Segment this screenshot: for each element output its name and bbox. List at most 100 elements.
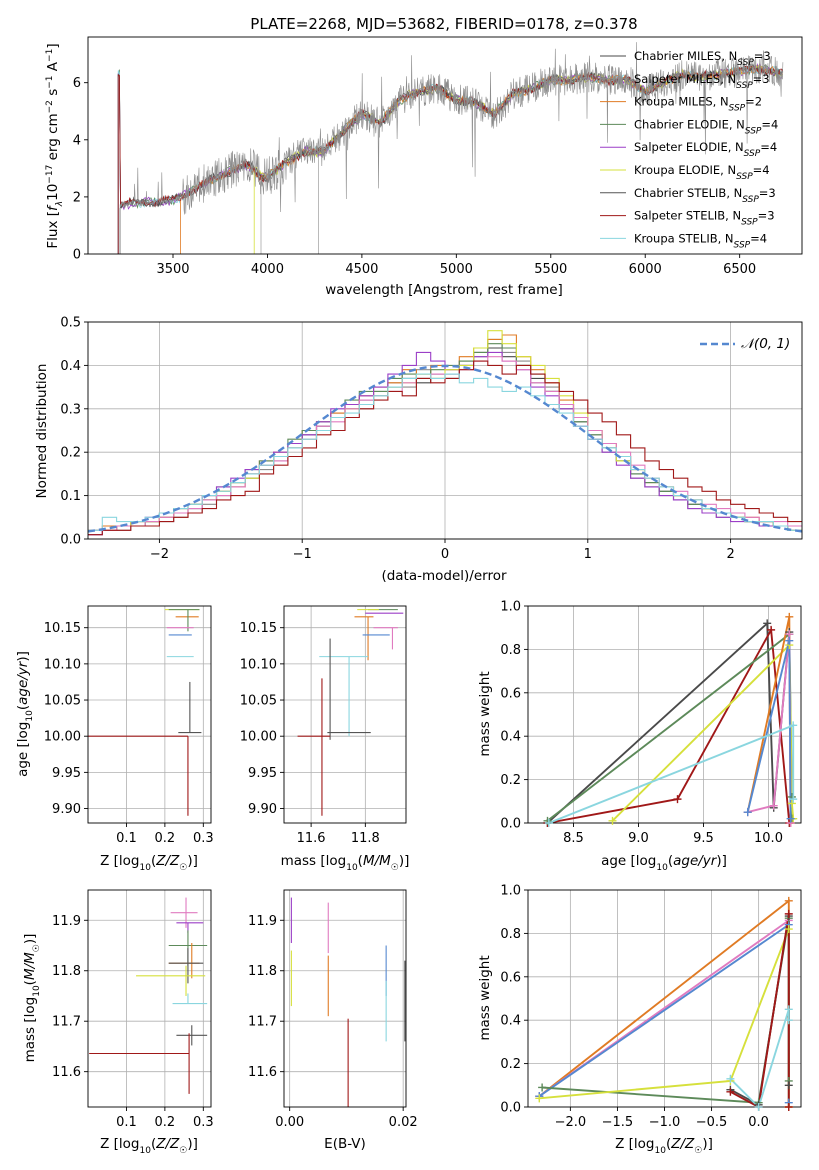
label-part: ☉ xyxy=(179,863,187,873)
frame-massweight_vs_age: 8.5 9.0 9.5 10.0 0.0 0.2 0.4 0.6 0.8 1.0 age [log1… xyxy=(477,600,802,873)
y-tick-label: 0.4 xyxy=(500,730,521,745)
plus-marker xyxy=(785,636,794,645)
label-part: Z/Z xyxy=(670,1136,695,1152)
axes-mass_vs_ebv: 0.00 0.02 11.6 11.7 11.8 11.9 E(B-V) xyxy=(248,889,418,1152)
frame-spectrum: 3500 4000 4500 5000 5500 6000 6500 0 2 4 6 Chabrier… xyxy=(45,36,803,298)
legend-entry: Chabrier MILES, NSSP=3 xyxy=(634,49,771,68)
label-part: 10 xyxy=(32,985,42,997)
label-part: Salpeter STELIB, N xyxy=(634,209,741,223)
y-tick-label: 0.4 xyxy=(60,359,81,374)
observed-spectrum-line xyxy=(119,42,784,254)
legend-entry: Salpeter ELODIE, NSSP=4 xyxy=(634,140,777,159)
label-part: =4 xyxy=(760,140,777,154)
legend-entry: Kroupa MILES, NSSP=2 xyxy=(634,95,762,114)
mass-weight-line xyxy=(538,922,790,1103)
label-part: 10 xyxy=(45,184,61,201)
y-tick-label: 0.2 xyxy=(500,1057,521,1072)
plus-marker xyxy=(538,1083,547,1092)
x-tick-label: 9.5 xyxy=(693,831,714,846)
y-tick-label: 0.0 xyxy=(60,533,81,548)
label-part: −17 xyxy=(45,165,55,184)
y-tick-label: 11.6 xyxy=(52,1065,81,1080)
label-part: Chabrier MILES, N xyxy=(634,49,737,63)
label-part: Kroupa MILES, N xyxy=(634,95,729,109)
x-tick-label: 0.02 xyxy=(389,1115,418,1130)
axes-frame xyxy=(87,36,803,255)
plus-marker xyxy=(544,819,553,827)
label-part: 10 xyxy=(25,710,35,722)
axes-age_vs_Z: 0.1 0.2 0.3 9.90 9.95 10.00 10.05 10.10 10.15 Z [… xyxy=(15,605,214,873)
y-tick-label: 0.8 xyxy=(500,927,521,942)
label-part: 10 xyxy=(139,863,151,873)
x-tick-label: −1.0 xyxy=(649,1115,681,1130)
x-tick-label: 0.0 xyxy=(748,1115,769,1130)
plot-area-mass_vs_ebv xyxy=(290,897,406,1107)
gaussian-curve xyxy=(88,364,802,533)
x-tick-label: 8.5 xyxy=(563,831,584,846)
x-axis-label: (data-model)/error xyxy=(381,568,507,584)
x-tick-label: 11.8 xyxy=(351,831,380,846)
frame-mass_vs_ebv: 0.00 0.02 11.6 11.7 11.8 11.9 E(B-V) xyxy=(248,889,418,1152)
label-part: =3 xyxy=(754,49,771,63)
y-tick-label: 11.8 xyxy=(52,964,81,979)
label-part: 10 xyxy=(654,1146,666,1156)
plot-area-residuals xyxy=(88,330,802,536)
label-part: =2 xyxy=(745,95,762,109)
axes-mass_vs_Z: 0.1 0.2 0.311.611.711.811.9Z [log10(Z/Z☉)]… xyxy=(22,889,214,1156)
y-tick-label: 0.6 xyxy=(500,686,521,701)
label-part: ( xyxy=(151,853,156,869)
y-tick-label: 1.0 xyxy=(500,600,521,615)
y-tick-label: 9.95 xyxy=(52,766,81,781)
y-tick-label: 6 xyxy=(73,76,81,91)
plus-marker xyxy=(785,612,794,621)
histogram-series xyxy=(88,373,802,531)
y-axis-label: Flux [fλ10−17 erg cm−2 s−1 A−1] xyxy=(45,43,65,248)
label-part: Z [log xyxy=(100,1136,139,1152)
x-tick-label: 9.0 xyxy=(628,831,649,846)
legend-entry: Chabrier STELIB, NSSP=3 xyxy=(634,186,776,205)
plus-marker xyxy=(784,909,793,918)
axes-frame xyxy=(283,605,407,824)
label-part: SSP xyxy=(734,240,751,250)
plus-marker xyxy=(726,1087,735,1096)
label-part: Z/Z xyxy=(155,853,180,869)
plus-marker xyxy=(784,1103,793,1111)
y-axis-label: Normed distribution xyxy=(34,364,50,499)
axes-frame xyxy=(87,889,212,1108)
axes-spectrum: 3500 4000 4500 5000 5500 6000 6500 0 2 4 6 Chabrier… xyxy=(45,36,803,298)
plus-marker xyxy=(784,1081,793,1090)
plus-marker xyxy=(789,795,798,804)
y-tick-label: 0.3 xyxy=(60,402,81,417)
x-tick-label: 6500 xyxy=(723,262,756,277)
label-part: ( xyxy=(151,1136,156,1152)
label-part: s xyxy=(45,89,61,100)
x-axis-label: mass [log10(M/M☉)] xyxy=(281,853,410,873)
label-part: )] xyxy=(187,853,198,869)
y-tick-label: 4 xyxy=(73,133,81,148)
label-part: Kroupa ELODIE, N xyxy=(634,163,736,177)
y-tick-label: 10.10 xyxy=(44,657,81,672)
plot-area-spectrum xyxy=(117,42,784,254)
label-part: age/yr xyxy=(673,853,718,869)
label-part: mass [log xyxy=(281,853,347,869)
x-tick-label: 10.0 xyxy=(754,831,783,846)
label-part: =4 xyxy=(761,117,778,131)
label-part: age [log xyxy=(15,722,31,777)
label-part: Kroupa STELIB, N xyxy=(634,231,734,245)
label-part: f xyxy=(45,204,61,211)
plus-marker xyxy=(726,1074,735,1083)
panels: 3500 4000 4500 5000 5500 6000 6500 0 2 4 6 Chabrier… xyxy=(15,36,803,1156)
y-tick-label: 11.7 xyxy=(248,1015,277,1030)
frame-mass_vs_Z: 0.1 0.2 0.311.611.711.811.9Z [log10(Z/Z☉)]… xyxy=(22,889,214,1156)
axes-massweight_vs_age: 8.5 9.0 9.5 10.0 0.0 0.2 0.4 0.6 0.8 1.0 age [log1… xyxy=(477,600,802,873)
label-part: −2 xyxy=(45,100,55,113)
y-tick-label: 9.90 xyxy=(248,802,277,817)
plot-area-massweight_vs_Z xyxy=(538,898,790,1107)
y-tick-label: 9.95 xyxy=(248,766,277,781)
plus-marker xyxy=(535,1094,544,1103)
y-tick-label: 0.2 xyxy=(60,446,81,461)
figure-title: PLATE=2268, MJD=53682, FIBERID=0178, z=0… xyxy=(250,15,637,33)
plus-marker xyxy=(789,721,798,730)
y-tick-label: 11.6 xyxy=(248,1065,277,1080)
